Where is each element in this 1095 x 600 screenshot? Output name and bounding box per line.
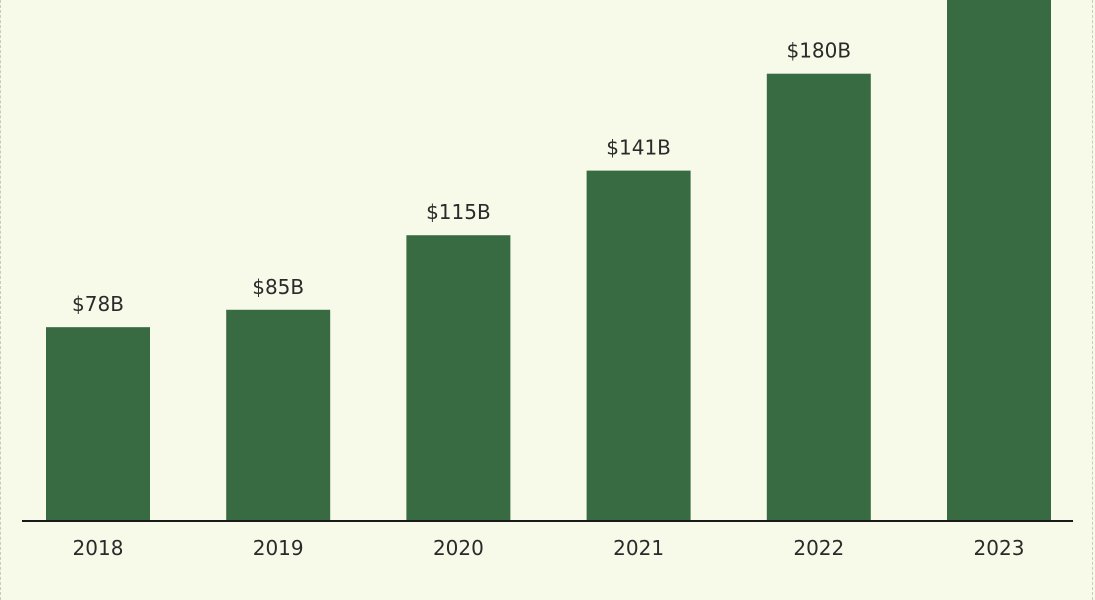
x-tick-label-2018: 2018 — [73, 536, 124, 560]
data-label-2020: $115B — [426, 200, 491, 224]
bar-2021 — [586, 170, 691, 522]
data-label-2019: $85B — [252, 275, 304, 299]
bars-group — [46, 0, 1051, 522]
bar-2023 — [947, 0, 1051, 521]
bar-2018 — [46, 327, 150, 521]
data-label-2018: $78B — [72, 292, 124, 316]
x-tick-labels-group: 2018 2019 2020 2021 2022 2023 — [73, 536, 1025, 560]
bar-2022 — [766, 73, 871, 521]
data-labels-group: $78B $85B $115B $141B $180B — [72, 39, 851, 316]
x-tick-label-2019: 2019 — [253, 536, 304, 560]
bar-2019 — [226, 309, 331, 521]
x-tick-label-2020: 2020 — [433, 536, 484, 560]
x-tick-label-2022: 2022 — [793, 536, 844, 560]
data-label-2022: $180B — [786, 39, 851, 63]
x-tick-label-2021: 2021 — [613, 536, 664, 560]
bar-2020 — [406, 235, 511, 521]
x-tick-label-2023: 2023 — [974, 536, 1025, 560]
data-label-2021: $141B — [606, 136, 671, 160]
